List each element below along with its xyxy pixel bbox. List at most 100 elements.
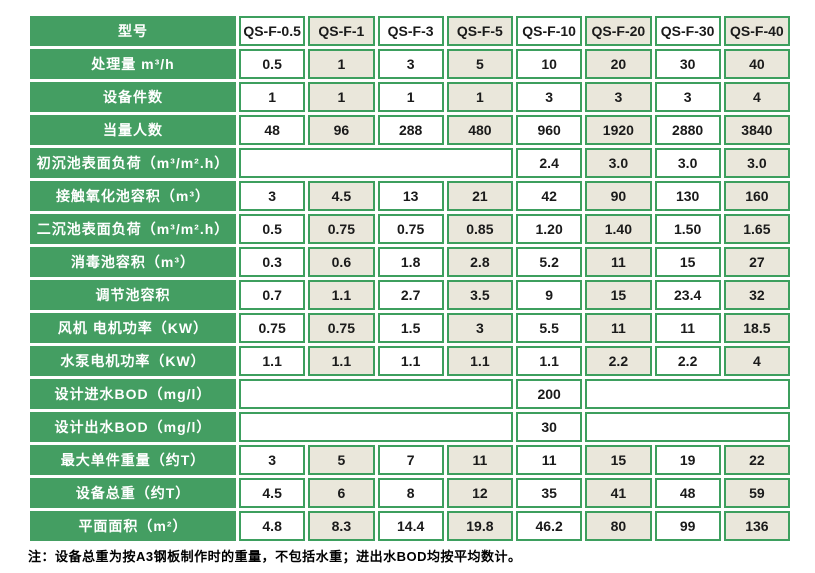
value-cell: 130 <box>654 181 721 211</box>
value-cell: 1.5 <box>377 313 444 343</box>
value-cell: 11 <box>446 445 513 475</box>
value-cell: 1.20 <box>516 214 583 244</box>
value-cell: 11 <box>654 313 721 343</box>
value-cell: 30 <box>654 49 721 79</box>
empty-cell <box>239 148 513 178</box>
value-cell: 90 <box>585 181 652 211</box>
value-cell: 0.85 <box>446 214 513 244</box>
row-label: 设备总重（约T） <box>30 478 236 508</box>
value-cell: 3.0 <box>654 148 721 178</box>
value-cell: 1 <box>308 49 375 79</box>
value-cell: 480 <box>446 115 513 145</box>
column-header: QS-F-0.5 <box>239 16 306 46</box>
row-label: 初沉池表面负荷（m³/m².h） <box>30 148 236 178</box>
table-row: 当量人数 48 96 288 480 960 1920 2880 3840 <box>30 115 790 145</box>
empty-cell <box>239 379 513 409</box>
table-row: 消毒池容积（m³） 0.3 0.6 1.8 2.8 5.2 11 15 27 <box>30 247 790 277</box>
table-row: 水泵电机功率（KW） 1.1 1.1 1.1 1.1 1.1 2.2 2.2 4 <box>30 346 790 376</box>
value-cell: 3 <box>239 181 306 211</box>
value-cell: 0.75 <box>239 313 306 343</box>
value-cell: 12 <box>446 478 513 508</box>
value-cell: 3 <box>585 82 652 112</box>
footnote: 注：设备总重为按A3钢板制作时的重量，不包括水重；进出水BOD均按平均数计。 <box>28 549 522 564</box>
value-cell: 0.6 <box>308 247 375 277</box>
value-cell: 3.0 <box>723 148 790 178</box>
value-cell: 1.8 <box>377 247 444 277</box>
value-cell: 13 <box>377 181 444 211</box>
value-cell: 3840 <box>723 115 790 145</box>
value-cell: 99 <box>654 511 721 541</box>
value-cell: 0.75 <box>308 313 375 343</box>
value-cell: 27 <box>723 247 790 277</box>
column-header: QS-F-10 <box>516 16 583 46</box>
value-cell: 200 <box>516 379 583 409</box>
row-label: 消毒池容积（m³） <box>30 247 236 277</box>
value-cell: 3 <box>239 445 306 475</box>
empty-cell <box>585 412 790 442</box>
row-label: 设计出水BOD（mg/l） <box>30 412 236 442</box>
table-row: 接触氧化池容积（m³） 3 4.5 13 21 42 90 130 160 <box>30 181 790 211</box>
value-cell: 0.7 <box>239 280 306 310</box>
value-cell: 2.2 <box>654 346 721 376</box>
value-cell: 59 <box>723 478 790 508</box>
value-cell: 5.5 <box>516 313 583 343</box>
column-header: QS-F-30 <box>654 16 721 46</box>
column-header: QS-F-20 <box>585 16 652 46</box>
row-label: 最大单件重量（约T） <box>30 445 236 475</box>
value-cell: 21 <box>446 181 513 211</box>
value-cell: 2.7 <box>377 280 444 310</box>
value-cell: 1.1 <box>516 346 583 376</box>
empty-cell <box>585 379 790 409</box>
row-label: 平面面积（m²） <box>30 511 236 541</box>
value-cell: 1 <box>377 82 444 112</box>
value-cell: 3.0 <box>585 148 652 178</box>
value-cell: 0.3 <box>239 247 306 277</box>
value-cell: 30 <box>516 412 583 442</box>
value-cell: 6 <box>308 478 375 508</box>
value-cell: 11 <box>585 313 652 343</box>
table-row: 设计出水BOD（mg/l） 30 <box>30 412 790 442</box>
value-cell: 2880 <box>654 115 721 145</box>
value-cell: 41 <box>585 478 652 508</box>
value-cell: 5 <box>446 49 513 79</box>
value-cell: 0.75 <box>308 214 375 244</box>
value-cell: 23.4 <box>654 280 721 310</box>
value-cell: 48 <box>239 115 306 145</box>
value-cell: 1 <box>308 82 375 112</box>
value-cell: 5.2 <box>516 247 583 277</box>
value-cell: 4.5 <box>308 181 375 211</box>
row-label: 二沉池表面负荷（m³/m².h） <box>30 214 236 244</box>
value-cell: 136 <box>723 511 790 541</box>
row-label: 水泵电机功率（KW） <box>30 346 236 376</box>
value-cell: 3 <box>377 49 444 79</box>
value-cell: 20 <box>585 49 652 79</box>
value-cell: 42 <box>516 181 583 211</box>
value-cell: 96 <box>308 115 375 145</box>
value-cell: 2.8 <box>446 247 513 277</box>
table-row: 设备件数 1 1 1 1 3 3 3 4 <box>30 82 790 112</box>
value-cell: 11 <box>585 247 652 277</box>
value-cell: 9 <box>516 280 583 310</box>
table-row: 处理量 m³/h 0.5 1 3 5 10 20 30 40 <box>30 49 790 79</box>
table-row: 平面面积（m²） 4.8 8.3 14.4 19.8 46.2 80 99 136 <box>30 511 790 541</box>
value-cell: 3 <box>516 82 583 112</box>
column-header: QS-F-3 <box>377 16 444 46</box>
value-cell: 1.1 <box>308 280 375 310</box>
value-cell: 15 <box>654 247 721 277</box>
row-label: 当量人数 <box>30 115 236 145</box>
value-cell: 19.8 <box>446 511 513 541</box>
value-cell: 8.3 <box>308 511 375 541</box>
table-row: 设备总重（约T） 4.5 6 8 12 35 41 48 59 <box>30 478 790 508</box>
value-cell: 4.5 <box>239 478 306 508</box>
table-row: 最大单件重量（约T） 3 5 7 11 11 15 19 22 <box>30 445 790 475</box>
table-row: 设计进水BOD（mg/l） 200 <box>30 379 790 409</box>
value-cell: 160 <box>723 181 790 211</box>
value-cell: 0.75 <box>377 214 444 244</box>
value-cell: 1 <box>239 82 306 112</box>
value-cell: 0.5 <box>239 49 306 79</box>
value-cell: 18.5 <box>723 313 790 343</box>
value-cell: 35 <box>516 478 583 508</box>
value-cell: 3.5 <box>446 280 513 310</box>
value-cell: 1.1 <box>377 346 444 376</box>
